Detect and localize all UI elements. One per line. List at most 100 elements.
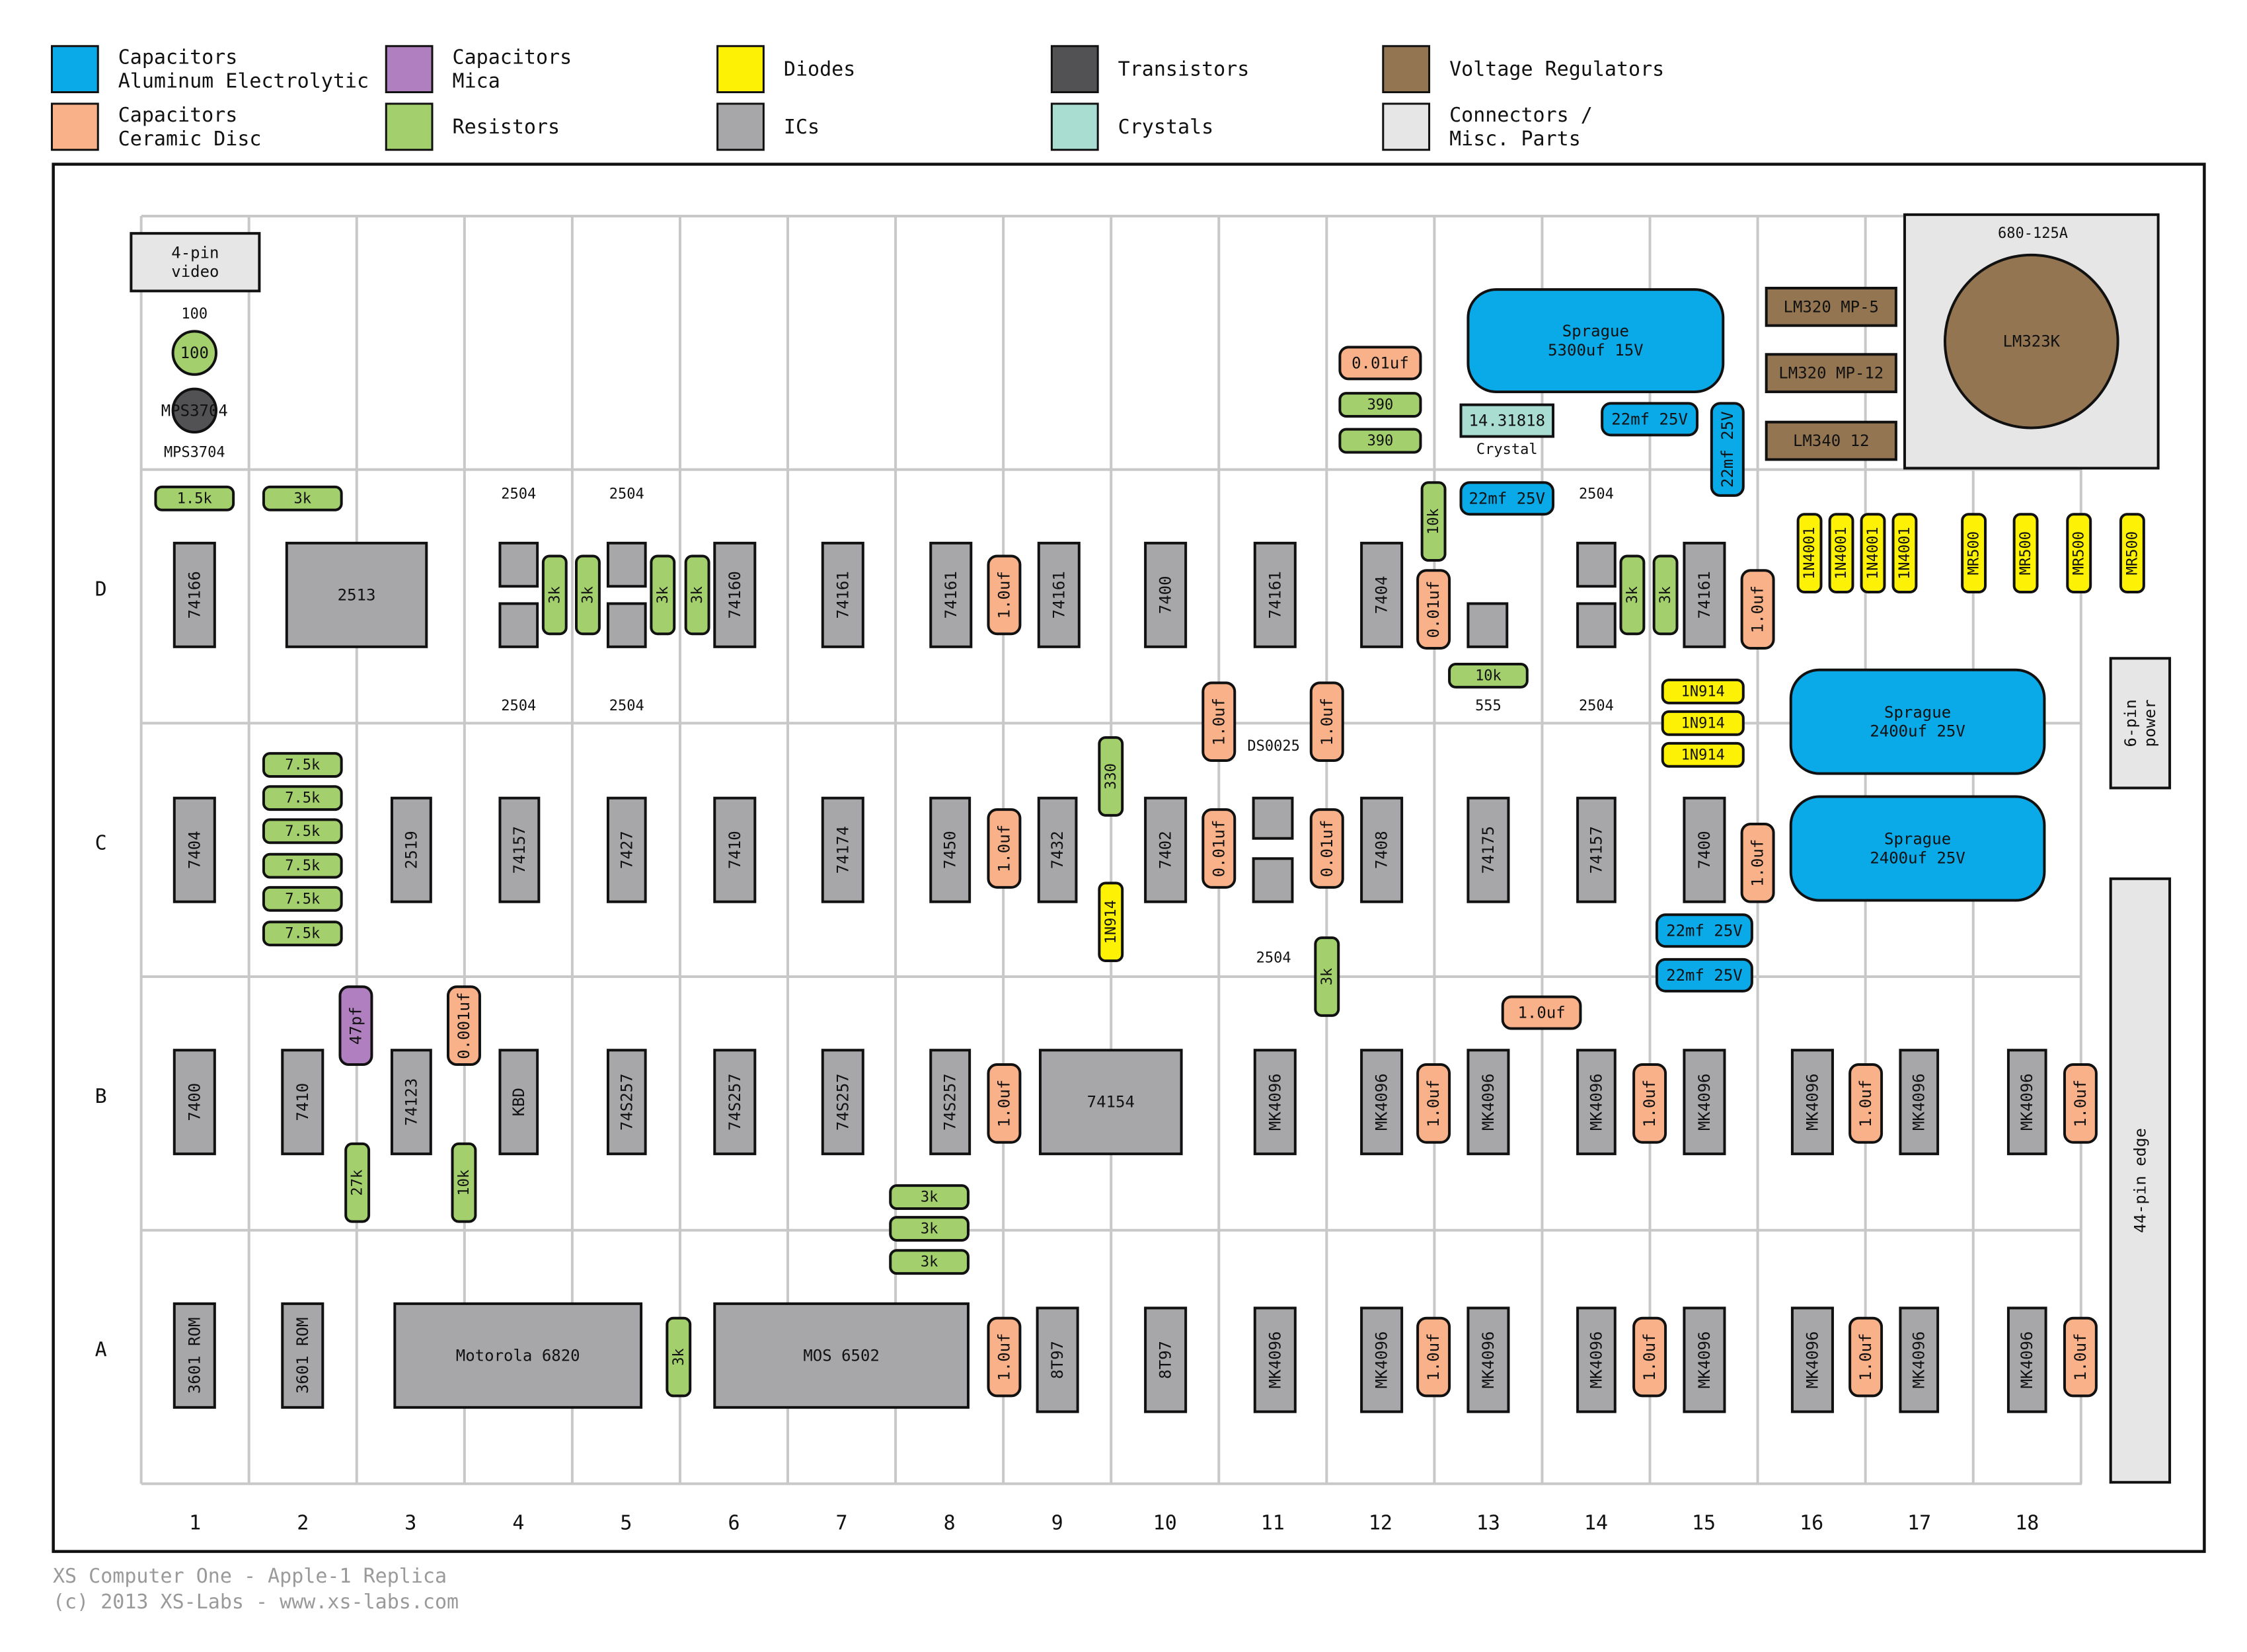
component-body bbox=[1338, 428, 1422, 454]
component-label: 1.0uf bbox=[1209, 698, 1228, 745]
component-body bbox=[1036, 1306, 1079, 1413]
annotation-2504: 2504 bbox=[501, 698, 536, 714]
component-label: MK4096 bbox=[1587, 1332, 1605, 1389]
legend-item-ics: ICs bbox=[716, 102, 819, 151]
ic-blank bbox=[1576, 541, 1617, 588]
capacitor-ceramic-1-0uf: 1.0uf bbox=[1416, 1316, 1451, 1398]
component-body bbox=[1466, 288, 1725, 393]
component-body bbox=[821, 1049, 864, 1156]
resistor-10k: 10k bbox=[1420, 481, 1447, 562]
component-body bbox=[1765, 353, 1897, 393]
component-label: 74166 bbox=[185, 571, 204, 619]
component-body bbox=[393, 1302, 643, 1409]
legend-label: Capacitors Ceramic Disc bbox=[118, 103, 262, 150]
component-label: 2513 bbox=[338, 585, 376, 604]
component-body bbox=[1652, 554, 1679, 636]
components: 4-pin video 100 MPS3704 1.5k 3k 74166 2513 74160… bbox=[130, 213, 2172, 1484]
ic-mk4096: MK4096 bbox=[1466, 1306, 1510, 1413]
component-label: 74S257 bbox=[726, 1073, 744, 1131]
legend-label: Diodes bbox=[784, 57, 855, 81]
legend-item-diodes: Diodes bbox=[716, 45, 855, 94]
component-body bbox=[1448, 662, 1529, 689]
ic-8t97: 8T97 bbox=[1144, 1306, 1188, 1413]
component-label: 74174 bbox=[833, 826, 852, 874]
component-label: MK4096 bbox=[2018, 1073, 2036, 1131]
component-label: MR500 bbox=[2018, 531, 2034, 575]
capacitor-ceramic-1-0uf: 1.0uf bbox=[2063, 1063, 2098, 1144]
component-label: 44-pin edge bbox=[2131, 1128, 2149, 1233]
component-body bbox=[821, 796, 864, 903]
component-body bbox=[1661, 678, 1745, 704]
ic-mk4096: MK4096 bbox=[1360, 1306, 1404, 1413]
component-label: LM323K bbox=[2002, 332, 2060, 351]
annotation-2504: 2504 bbox=[501, 486, 536, 502]
component-label: MR500 bbox=[1965, 531, 1982, 575]
ic-74161: 74161 bbox=[1683, 541, 1726, 648]
diode-1n4001: 1N4001 bbox=[1828, 513, 1854, 593]
component-label: 74161 bbox=[833, 571, 852, 619]
component-label: LM340 12 bbox=[1793, 432, 1870, 450]
component-body bbox=[889, 1216, 970, 1242]
annotation-2504: 2504 bbox=[1256, 950, 1291, 966]
component-label: 74157 bbox=[1587, 826, 1605, 874]
component-body bbox=[262, 920, 343, 947]
component-label: 390 bbox=[1367, 396, 1394, 413]
component-body bbox=[713, 1049, 757, 1156]
legend-item-connectors-misc-parts: Connectors / Misc. Parts bbox=[1382, 102, 1593, 151]
diode-mr500: MR500 bbox=[2119, 513, 2145, 593]
column-label-11: 11 bbox=[1261, 1511, 1285, 1534]
legend-swatch bbox=[385, 102, 434, 151]
component-label: 0.01uf bbox=[1318, 820, 1336, 878]
component-label: MK4096 bbox=[1373, 1073, 1391, 1131]
component-body bbox=[1338, 346, 1422, 381]
legend-label: Voltage Regulators bbox=[1449, 57, 1664, 81]
component-body bbox=[1828, 513, 1854, 593]
legend-item-capacitors-mica: Capacitors Mica bbox=[385, 45, 572, 94]
component-label: 1.0uf bbox=[1640, 1080, 1659, 1127]
legend-item-capacitors-aluminum-electrolytic: Capacitors Aluminum Electrolytic bbox=[50, 45, 369, 94]
component-label: 7404 bbox=[1373, 576, 1391, 614]
diode-1n914: 1N914 bbox=[1661, 678, 1745, 704]
component-label: 7410 bbox=[293, 1083, 312, 1121]
component-body bbox=[1576, 796, 1617, 903]
ic-7410: 7410 bbox=[281, 1049, 324, 1156]
column-label-12: 12 bbox=[1369, 1511, 1392, 1534]
ic-mk4096: MK4096 bbox=[1790, 1049, 1834, 1156]
component-body bbox=[262, 885, 343, 912]
component-label: 10k bbox=[1426, 508, 1442, 535]
legend-item-resistors: Resistors bbox=[385, 102, 560, 151]
component-body bbox=[1309, 681, 1344, 763]
component-body bbox=[498, 541, 539, 588]
voltage-regulator-lm320-mp-12: LM320 MP-12 bbox=[1765, 353, 1897, 393]
footer-title: XS Computer One - Apple-1 Replica bbox=[53, 1565, 447, 1588]
component-body bbox=[1632, 1316, 1667, 1398]
component-label: MK4096 bbox=[2018, 1332, 2036, 1389]
ic-74157: 74157 bbox=[498, 796, 541, 903]
component-label: 74161 bbox=[942, 571, 960, 619]
ic-7400: 7400 bbox=[172, 1049, 216, 1156]
component-body bbox=[262, 485, 343, 511]
component-label: 74175 bbox=[1479, 826, 1498, 874]
component-label: 74S257 bbox=[833, 1073, 852, 1131]
component-body bbox=[929, 541, 973, 648]
ic-74123: 74123 bbox=[390, 1049, 432, 1156]
ic-blank bbox=[498, 602, 539, 648]
voltage-regulator-lm320-mp-5: LM320 MP-5 bbox=[1765, 287, 1897, 327]
ic-74174: 74174 bbox=[821, 796, 864, 903]
component-label: 1.5k bbox=[177, 490, 212, 507]
component-body bbox=[1037, 796, 1078, 903]
component-body bbox=[1466, 796, 1510, 903]
component-body bbox=[281, 1302, 324, 1409]
component-label: 3k bbox=[921, 1254, 938, 1270]
component-body bbox=[650, 554, 676, 636]
component-body bbox=[1360, 796, 1404, 903]
component-body bbox=[1416, 1316, 1451, 1398]
component-label: Sprague 2400uf 25V bbox=[1870, 830, 1965, 868]
diode-1n914: 1N914 bbox=[1661, 710, 1745, 736]
component-body bbox=[1144, 541, 1188, 648]
ic-74s257: 74S257 bbox=[606, 1049, 647, 1156]
resistor-3k: 3k bbox=[889, 1184, 970, 1211]
component-body bbox=[1765, 287, 1897, 327]
resistor-3k: 3k bbox=[575, 554, 601, 636]
capacitor-electrolytic-sprague-2400uf-25v: Sprague 2400uf 25V bbox=[1789, 795, 2046, 902]
